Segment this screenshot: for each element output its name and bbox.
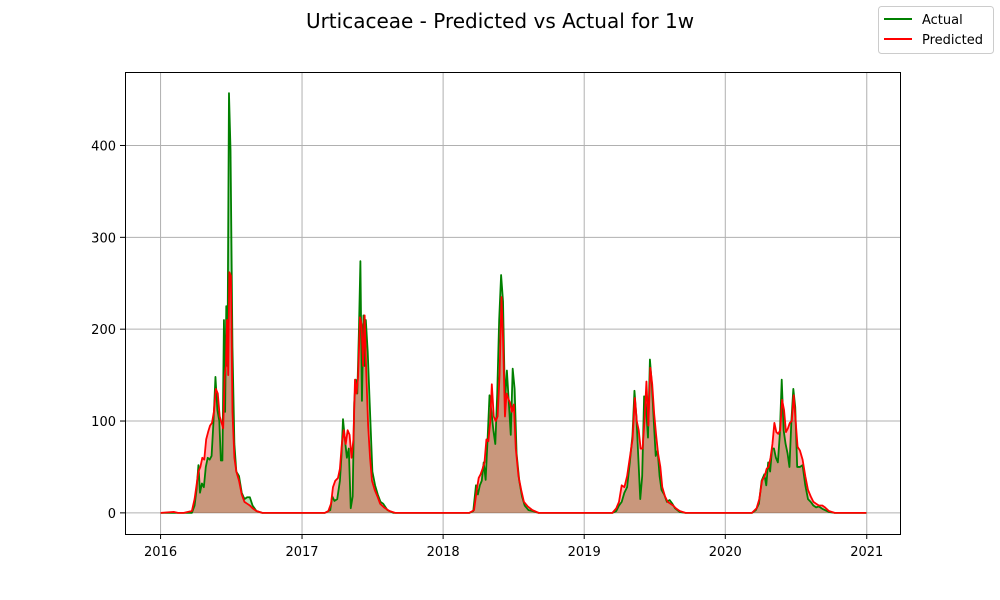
x-tick-label: 2017 <box>285 545 318 560</box>
axes: 2016 2017 2018 2019 2020 2021 0 100 200 300 400 <box>91 139 883 560</box>
series-layer <box>160 92 867 514</box>
y-tick-label: 0 <box>108 507 116 522</box>
x-tick-label: 2016 <box>144 545 177 560</box>
area-actual <box>160 93 867 513</box>
y-tick-label: 200 <box>91 323 116 338</box>
y-tick-label: 400 <box>91 139 116 154</box>
x-tick-label: 2018 <box>427 545 460 560</box>
x-tick-label: 2019 <box>568 545 601 560</box>
x-tick-label: 2021 <box>850 545 883 560</box>
legend: Actual Predicted <box>878 6 994 54</box>
chart-title: Urticaceae - Predicted vs Actual for 1w <box>306 9 694 33</box>
plot-frame <box>125 72 901 535</box>
legend-label-actual: Actual <box>922 13 963 28</box>
legend-label-predicted: Predicted <box>922 33 983 48</box>
y-tick-label: 300 <box>91 231 116 246</box>
line-predicted <box>160 271 867 514</box>
x-tick-label: 2020 <box>709 545 742 560</box>
y-tick-label: 100 <box>91 415 116 430</box>
grid <box>125 72 900 534</box>
